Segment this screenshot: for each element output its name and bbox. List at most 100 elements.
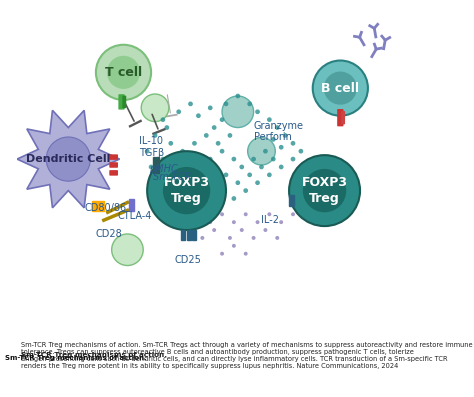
Circle shape	[324, 71, 357, 105]
Circle shape	[219, 149, 224, 154]
Circle shape	[208, 157, 213, 162]
Circle shape	[239, 165, 244, 170]
Circle shape	[236, 180, 240, 185]
Circle shape	[228, 236, 232, 240]
Circle shape	[244, 252, 248, 256]
Circle shape	[208, 106, 213, 110]
Text: CD28: CD28	[96, 229, 123, 239]
Circle shape	[212, 180, 217, 185]
Circle shape	[255, 180, 260, 185]
Circle shape	[161, 117, 165, 122]
Circle shape	[145, 149, 149, 154]
Circle shape	[236, 94, 240, 98]
Circle shape	[251, 157, 256, 162]
Circle shape	[243, 188, 248, 193]
Circle shape	[228, 133, 232, 138]
FancyBboxPatch shape	[109, 170, 118, 175]
Circle shape	[176, 110, 181, 114]
FancyBboxPatch shape	[109, 162, 118, 168]
Circle shape	[180, 196, 185, 201]
Circle shape	[224, 102, 228, 106]
Circle shape	[263, 149, 268, 154]
Circle shape	[96, 45, 151, 100]
Text: IL-10
TGFβ: IL-10 TGFβ	[139, 137, 164, 158]
Circle shape	[267, 117, 272, 122]
Circle shape	[220, 252, 224, 256]
FancyBboxPatch shape	[341, 111, 345, 124]
Text: Sm-TCR Treg mechanisms of action.: Sm-TCR Treg mechanisms of action.	[21, 352, 167, 358]
Circle shape	[313, 60, 368, 116]
Text: IL-2: IL-2	[262, 215, 280, 225]
Circle shape	[224, 172, 228, 177]
Circle shape	[279, 165, 283, 170]
Circle shape	[192, 141, 197, 146]
Circle shape	[208, 220, 212, 224]
Circle shape	[255, 220, 259, 224]
FancyBboxPatch shape	[109, 154, 118, 160]
Text: Sm-TCR Treg mechanisms of action. Sm-TCR Tregs act through a variety of mechanis: Sm-TCR Treg mechanisms of action. Sm-TCR…	[21, 342, 473, 369]
Circle shape	[188, 180, 193, 185]
Circle shape	[196, 165, 201, 170]
Circle shape	[153, 133, 157, 138]
Bar	[92, 201, 104, 206]
Text: CTLA-4: CTLA-4	[118, 211, 152, 221]
Text: T cell: T cell	[105, 66, 142, 79]
Circle shape	[107, 56, 140, 89]
Circle shape	[279, 145, 283, 150]
Bar	[289, 195, 294, 206]
Circle shape	[264, 228, 267, 232]
Bar	[187, 230, 191, 240]
Circle shape	[244, 212, 248, 216]
Circle shape	[192, 188, 197, 193]
Circle shape	[267, 212, 271, 216]
Circle shape	[46, 137, 91, 181]
Circle shape	[173, 165, 177, 170]
Circle shape	[212, 125, 217, 130]
Text: Granzyme
Perforin: Granzyme Perforin	[254, 121, 303, 142]
Circle shape	[149, 165, 154, 170]
Circle shape	[147, 151, 226, 230]
Circle shape	[220, 212, 224, 216]
Text: FOXP3
Treg: FOXP3 Treg	[301, 176, 347, 205]
Circle shape	[204, 196, 209, 201]
Circle shape	[259, 165, 264, 170]
Circle shape	[156, 196, 161, 201]
Circle shape	[196, 212, 201, 216]
Circle shape	[271, 137, 276, 142]
Circle shape	[291, 212, 295, 216]
Circle shape	[180, 149, 185, 154]
Circle shape	[267, 172, 272, 177]
Circle shape	[112, 234, 143, 266]
Bar	[92, 206, 104, 211]
FancyBboxPatch shape	[122, 96, 126, 108]
Bar	[181, 230, 184, 240]
Text: B cell: B cell	[321, 82, 359, 94]
FancyBboxPatch shape	[337, 109, 344, 126]
Circle shape	[240, 228, 244, 232]
Text: Sm TCR: Sm TCR	[153, 172, 191, 182]
Circle shape	[252, 236, 255, 240]
Circle shape	[176, 172, 181, 177]
Circle shape	[231, 196, 236, 201]
Circle shape	[289, 155, 360, 226]
Circle shape	[188, 102, 193, 106]
Text: CD80/86: CD80/86	[84, 203, 126, 213]
Circle shape	[248, 137, 275, 165]
Circle shape	[184, 220, 189, 224]
Circle shape	[201, 236, 204, 240]
Circle shape	[161, 157, 165, 162]
Circle shape	[163, 167, 210, 214]
Text: FOXP3
Treg: FOXP3 Treg	[164, 176, 210, 205]
Circle shape	[232, 220, 236, 224]
Text: Dendritic Cell: Dendritic Cell	[26, 154, 110, 164]
Text: CD25: CD25	[175, 254, 201, 265]
Circle shape	[275, 236, 279, 240]
Circle shape	[196, 114, 201, 118]
Text: Sm-TCR Treg mechanisms of action.: Sm-TCR Treg mechanisms of action.	[5, 355, 146, 361]
Circle shape	[271, 157, 276, 162]
Circle shape	[247, 172, 252, 177]
Circle shape	[232, 244, 236, 248]
Circle shape	[216, 141, 220, 146]
Circle shape	[247, 102, 252, 106]
Circle shape	[200, 172, 205, 177]
